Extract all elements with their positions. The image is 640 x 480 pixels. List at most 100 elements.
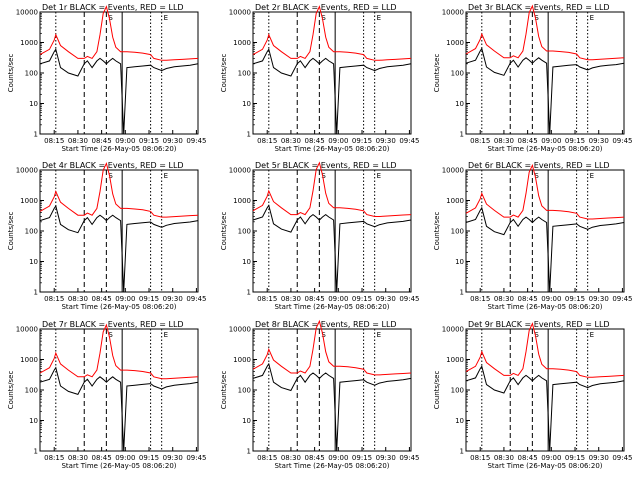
panel-title: Det 2r BLACK = Events, RED = LLD xyxy=(255,3,397,12)
y-tick-label: 1 xyxy=(460,289,464,297)
x-tick-label: 08:45 xyxy=(92,454,112,462)
x-tick-label: 08:15 xyxy=(470,295,490,303)
y-tick-label: 10000 xyxy=(442,167,464,175)
panel-3: Det 3r BLACK = Events, RED = LLD 1 10 100 10… xyxy=(433,3,633,153)
y-tick-label: 10000 xyxy=(16,9,38,17)
x-tick-label: 09:15 xyxy=(565,454,585,462)
x-tick-label: 09:30 xyxy=(163,137,183,145)
y-tick-label: 10000 xyxy=(16,167,38,175)
y-tick-label: 1000 xyxy=(446,39,464,47)
panel-title: Det 9r BLACK = Events, RED = LLD xyxy=(468,320,610,329)
y-tick-label: 1000 xyxy=(233,197,251,205)
x-tick-label: 08:15 xyxy=(470,454,490,462)
x-tick-label: 09:15 xyxy=(139,295,159,303)
y-tick-label: 100 xyxy=(25,228,38,236)
y-tick-label: 1000 xyxy=(20,197,38,205)
x-tick-label: 09:15 xyxy=(565,295,585,303)
y-tick-label: 1 xyxy=(34,289,38,297)
x-tick-label: 08:45 xyxy=(92,137,112,145)
plot-frame xyxy=(252,11,412,135)
y-tick-label: 10 xyxy=(29,417,38,425)
x-tick-label: 09:00 xyxy=(541,295,561,303)
y-tick-label: 1000 xyxy=(20,39,38,47)
y-axis-label: Counts/sec xyxy=(7,371,15,410)
x-tick-label: 09:45 xyxy=(399,137,419,145)
x-tick-label: 09:30 xyxy=(589,137,609,145)
marker-label: S xyxy=(321,14,326,22)
x-tick-label: 08:45 xyxy=(305,454,325,462)
plot-frame xyxy=(39,169,199,293)
panel-title: Det 8r BLACK = Events, RED = LLD xyxy=(255,320,397,329)
y-tick-label: 1000 xyxy=(446,356,464,364)
x-tick-label: 09:00 xyxy=(115,295,135,303)
y-tick-label: 100 xyxy=(25,70,38,78)
x-tick-label: 09:30 xyxy=(376,295,396,303)
lld-series-line xyxy=(465,163,625,220)
marker-label: E xyxy=(164,172,168,180)
x-axis-label: Start Time (26-May-05 08:06:20) xyxy=(61,303,176,311)
x-axis-label: Start Time (26-May-05 08:06:20) xyxy=(274,462,389,470)
y-tick-label: 1 xyxy=(247,131,251,139)
y-tick-label: 10 xyxy=(242,100,251,108)
events-series-line xyxy=(252,48,412,135)
x-tick-label: 08:45 xyxy=(305,295,325,303)
panel-1: Det 1r BLACK = Events, RED = LLD 1 10 100 10… xyxy=(7,3,207,153)
x-axis-label: Start Time (26-May-05 08:06:20) xyxy=(487,462,602,470)
plot-frame xyxy=(39,11,199,135)
y-tick-label: 10000 xyxy=(442,9,464,17)
x-tick-label: 09:15 xyxy=(139,454,159,462)
x-tick-label: 08:30 xyxy=(68,295,88,303)
marker-label: S xyxy=(108,14,113,22)
y-tick-label: 100 xyxy=(451,228,464,236)
marker-label: E xyxy=(590,172,594,180)
panel-2: Det 2r BLACK = Events, RED = LLD 1 10 100 10… xyxy=(220,3,420,153)
x-tick-label: 08:15 xyxy=(257,295,277,303)
marker-label: S xyxy=(108,331,113,339)
events-series-line xyxy=(465,365,625,452)
lld-series-line xyxy=(252,161,412,217)
marker-label: E xyxy=(164,331,168,339)
plot-frame xyxy=(465,11,625,135)
y-tick-label: 1000 xyxy=(233,356,251,364)
x-tick-label: 09:30 xyxy=(376,454,396,462)
x-tick-label: 08:30 xyxy=(494,295,514,303)
y-tick-label: 10 xyxy=(242,258,251,266)
y-axis-label: Counts/sec xyxy=(7,212,15,251)
marker-label: E xyxy=(590,331,594,339)
marker-label: E xyxy=(164,14,168,22)
y-tick-label: 10 xyxy=(29,258,38,266)
lld-series-line xyxy=(39,161,199,218)
y-tick-label: 10000 xyxy=(229,9,251,17)
y-tick-label: 100 xyxy=(25,387,38,395)
plot-frame xyxy=(465,328,625,452)
y-tick-label: 10 xyxy=(29,100,38,108)
y-axis-label: Counts/sec xyxy=(433,54,441,93)
marker-label: S xyxy=(534,14,539,22)
x-tick-label: 09:45 xyxy=(612,295,632,303)
x-tick-label: 08:30 xyxy=(494,454,514,462)
y-tick-label: 1000 xyxy=(446,197,464,205)
x-tick-label: 08:15 xyxy=(257,137,277,145)
lld-series-line xyxy=(465,4,625,61)
lld-series-line xyxy=(39,323,199,380)
x-tick-label: 08:15 xyxy=(44,137,64,145)
y-tick-label: 1000 xyxy=(233,39,251,47)
panel-7: Det 7r BLACK = Events, RED = LLD 1 10 100 10… xyxy=(7,320,207,470)
y-tick-label: 10 xyxy=(455,258,464,266)
lld-series-line xyxy=(465,322,625,378)
panel-4: Det 4r BLACK = Events, RED = LLD 1 10 100 10… xyxy=(7,161,207,311)
plot-frame xyxy=(39,328,199,452)
panel-title: Det 1r BLACK = Events, RED = LLD xyxy=(42,3,184,12)
y-axis-label: Counts/sec xyxy=(220,54,228,93)
y-tick-label: 1 xyxy=(34,131,38,139)
y-tick-label: 100 xyxy=(451,387,464,395)
x-tick-label: 08:15 xyxy=(257,454,277,462)
x-axis-label: Start Time (26-May-05 08:06:20) xyxy=(61,462,176,470)
x-tick-label: 08:15 xyxy=(44,454,64,462)
y-tick-label: 1 xyxy=(460,131,464,139)
events-series-line xyxy=(465,206,625,293)
x-axis-label: Start Time (26-May-05 08:06:20) xyxy=(274,303,389,311)
x-tick-label: 09:45 xyxy=(186,137,206,145)
x-tick-label: 09:00 xyxy=(541,454,561,462)
events-series-line xyxy=(39,204,199,293)
